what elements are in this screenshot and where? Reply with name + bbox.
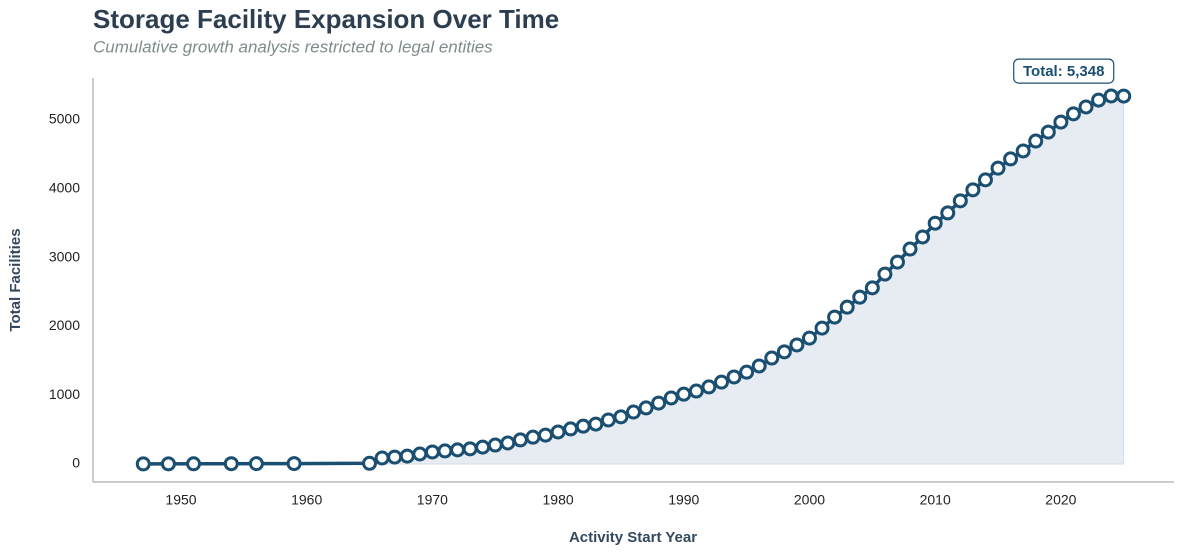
y-tick-label: 2000	[49, 317, 80, 333]
marker	[952, 193, 968, 209]
marker	[688, 383, 704, 399]
y-tick-label: 3000	[49, 248, 80, 264]
marker	[1065, 106, 1081, 122]
marker	[399, 448, 415, 464]
annotation: Total: 5,348	[1023, 63, 1104, 80]
marker	[160, 456, 176, 472]
marker	[864, 280, 880, 296]
marker	[1091, 92, 1107, 108]
marker	[613, 409, 629, 425]
marker	[1078, 99, 1094, 115]
marker	[437, 443, 453, 459]
chart-subtitle: Cumulative growth analysis restricted to…	[93, 37, 493, 56]
marker	[412, 446, 428, 462]
x-tick-label: 2020	[1045, 492, 1076, 508]
marker	[600, 412, 616, 428]
marker	[1003, 151, 1019, 167]
marker	[827, 309, 843, 325]
marker	[889, 254, 905, 270]
x-axis-label: Activity Start Year	[569, 529, 697, 546]
marker	[248, 456, 264, 472]
marker	[1103, 88, 1119, 104]
marker	[726, 369, 742, 385]
marker	[223, 456, 239, 472]
x-tick-label: 1990	[668, 492, 699, 508]
marker	[751, 358, 767, 374]
marker	[500, 435, 516, 451]
y-axis-label: Total Facilities	[7, 228, 24, 331]
marker	[990, 160, 1006, 176]
marker	[286, 456, 302, 472]
marker	[940, 205, 956, 221]
marker	[852, 289, 868, 305]
marker	[588, 416, 604, 432]
marker	[135, 456, 151, 472]
annotation-box	[1013, 58, 1115, 84]
marker	[512, 432, 528, 448]
y-tick-label: 0	[72, 455, 80, 471]
marker	[563, 421, 579, 437]
marker	[814, 320, 830, 336]
x-tick-label: 1950	[165, 492, 196, 508]
marker	[663, 390, 679, 406]
x-tick-label: 2000	[794, 492, 825, 508]
marker	[1040, 124, 1056, 140]
marker	[525, 429, 541, 445]
marker	[927, 215, 943, 231]
marker	[965, 182, 981, 198]
marker	[1015, 143, 1031, 159]
marker	[713, 374, 729, 390]
marker	[362, 455, 378, 471]
y-tick-label: 5000	[49, 111, 80, 127]
marker	[450, 442, 466, 458]
marker	[1028, 133, 1044, 149]
marker	[701, 379, 717, 395]
marker	[424, 444, 440, 460]
marker	[915, 229, 931, 245]
x-tick-label: 2010	[920, 492, 951, 508]
marker	[374, 450, 390, 466]
marker	[801, 330, 817, 346]
marker	[462, 441, 478, 457]
x-tick-label: 1960	[291, 492, 322, 508]
marker	[538, 427, 554, 443]
marker	[902, 241, 918, 257]
marker	[186, 456, 202, 472]
marker	[575, 418, 591, 434]
marker	[487, 437, 503, 453]
x-tick-label: 1980	[543, 492, 574, 508]
marker	[638, 400, 654, 416]
y-tick-label: 4000	[49, 180, 80, 196]
marker	[626, 404, 641, 420]
marker	[550, 424, 566, 440]
marker	[475, 439, 491, 455]
y-tick-label: 1000	[49, 386, 80, 402]
marker	[1053, 114, 1069, 130]
marker	[977, 172, 993, 188]
x-tick-label: 1970	[417, 492, 448, 508]
marker	[739, 364, 755, 380]
marker	[789, 337, 805, 353]
marker	[1116, 88, 1132, 104]
marker	[776, 344, 792, 360]
marker	[676, 386, 692, 402]
marker	[877, 266, 893, 282]
marker	[764, 350, 780, 366]
marker	[651, 395, 667, 411]
marker	[387, 449, 403, 465]
marker	[839, 299, 855, 315]
chart-title: Storage Facility Expansion Over Time	[93, 4, 559, 34]
